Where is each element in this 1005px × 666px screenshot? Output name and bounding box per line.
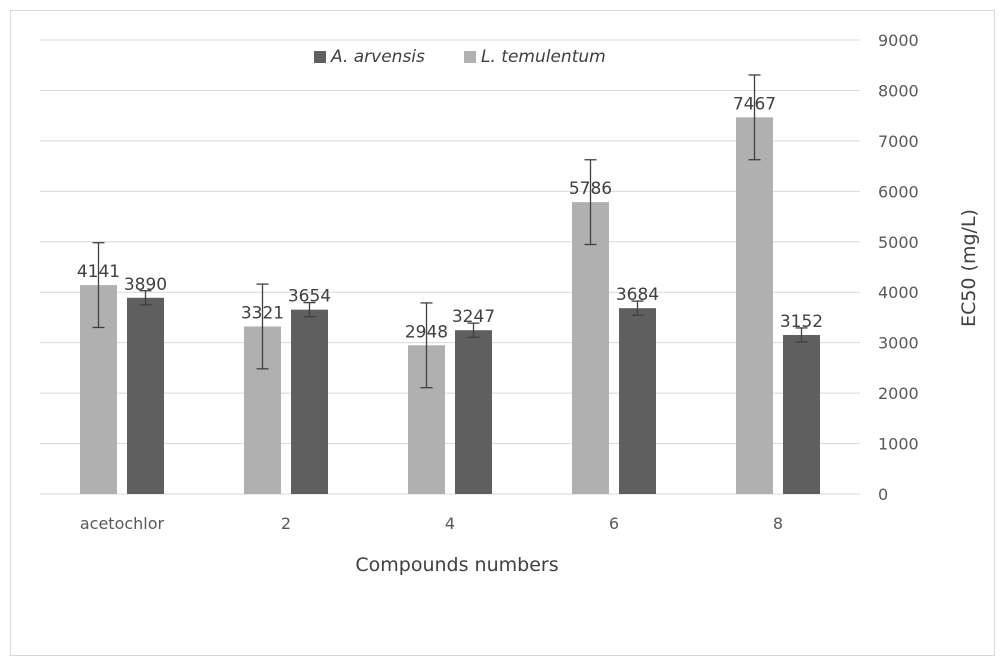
y-tick-label: 1000	[878, 435, 919, 454]
legend-swatch	[314, 51, 326, 63]
chart-frame	[10, 10, 995, 656]
data-label: 7467	[733, 94, 776, 114]
y-tick-label: 5000	[878, 233, 919, 252]
x-tick-label: 4	[445, 514, 455, 533]
bar-a-arvensis	[455, 330, 492, 494]
legend-swatch	[464, 51, 476, 63]
x-tick-label: 6	[609, 514, 619, 533]
y-tick-label: 4000	[878, 283, 919, 302]
bar-a-arvensis	[127, 297, 164, 494]
x-tick-label: 2	[281, 514, 291, 533]
bar-l-temulentum	[736, 117, 773, 495]
data-label: 3321	[241, 303, 284, 323]
error-bars	[92, 74, 808, 389]
data-label: 3654	[288, 287, 331, 307]
data-label: 3684	[616, 285, 659, 305]
bar-a-arvensis	[619, 308, 656, 494]
data-label: 3152	[780, 312, 823, 332]
y-tick-label: 6000	[878, 182, 919, 201]
y-tick-label: 9000	[878, 31, 919, 50]
data-label: 3247	[452, 307, 495, 327]
bar-a-arvensis	[291, 309, 328, 494]
x-tick-label: acetochlor	[80, 514, 165, 533]
bar-l-temulentum	[572, 202, 609, 494]
x-tick-label: 8	[773, 514, 783, 533]
data-label: 2948	[405, 322, 448, 342]
legend: A. arvensis L. temulentum	[314, 47, 606, 67]
gridlines	[40, 39, 860, 495]
bars	[80, 117, 820, 495]
x-tick-labels: acetochlor 2 4 6 8	[80, 514, 783, 533]
bar-a-arvensis	[783, 334, 820, 494]
y-tick-labels: 0 1000 2000 3000 4000 5000 6000 7000 8000 9000	[878, 31, 919, 504]
y-axis-title: EC50 (mg/L)	[958, 209, 980, 327]
y-tick-label: 7000	[878, 132, 919, 151]
y-tick-label: 3000	[878, 334, 919, 353]
data-label: 4141	[77, 262, 120, 282]
data-label: 3890	[124, 275, 167, 295]
data-label: 5786	[569, 179, 612, 199]
y-tick-label: 2000	[878, 384, 919, 403]
y-tick-label: 8000	[878, 81, 919, 100]
legend-label: A. arvensis	[330, 47, 425, 67]
legend-label: L. temulentum	[481, 47, 606, 67]
y-tick-label: 0	[878, 485, 888, 504]
x-axis-title: Compounds numbers	[355, 554, 558, 576]
